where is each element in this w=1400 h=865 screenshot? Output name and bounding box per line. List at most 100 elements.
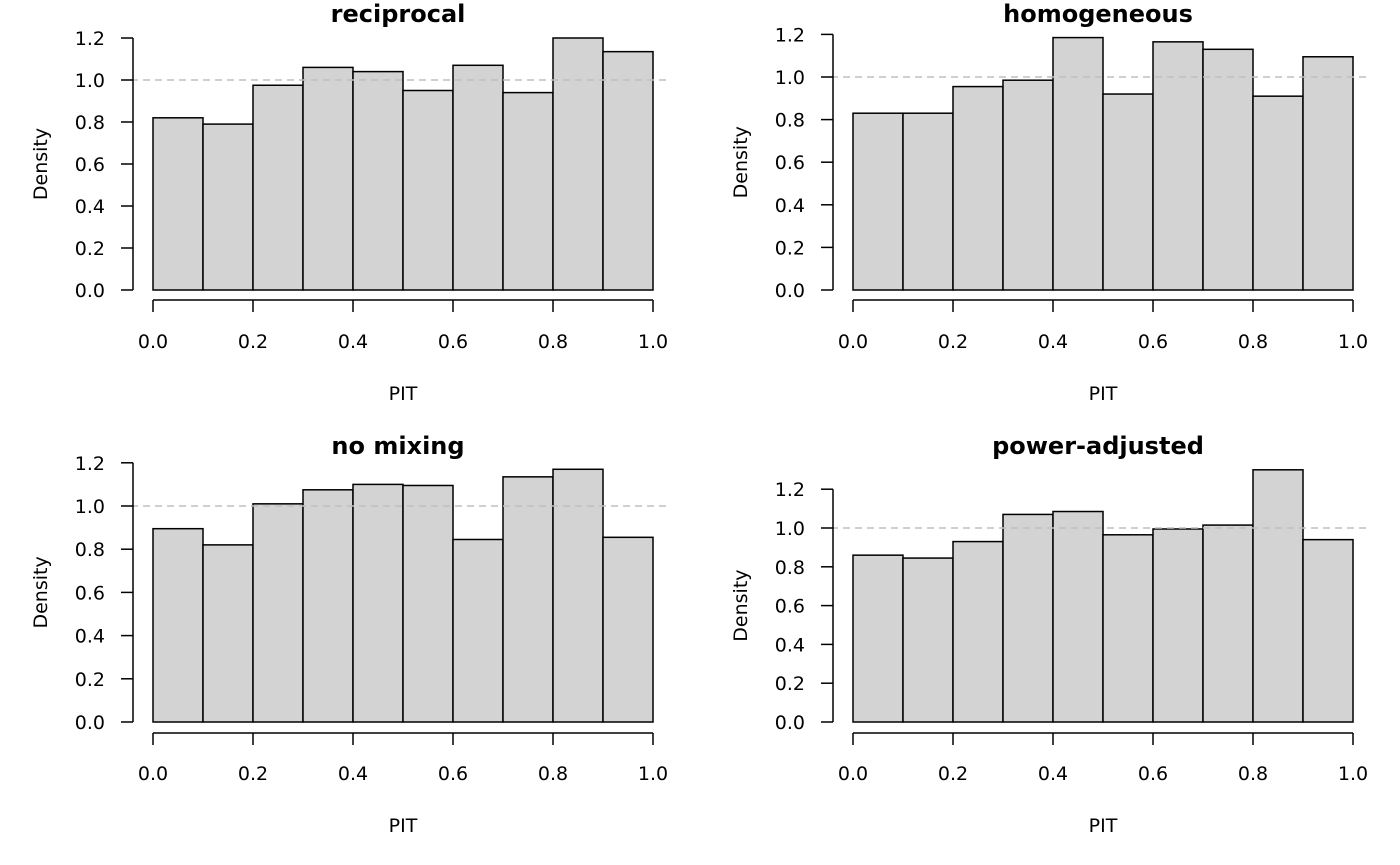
histogram-bar [1252,95,1304,291]
panel-no-mixing: 0.0 0.2 0.4 0.6 0.8 1.0 1.2 0.0 0.2 0.4 0.6 0.8 1.0 n… [30,432,671,837]
y-tick-label: 0.6 [75,154,105,176]
x-tick-label: 0.2 [938,331,968,353]
x-tick-label: 0.8 [538,331,568,353]
y-tick-label: 1.0 [775,518,805,540]
x-tick-label: 0.2 [238,763,268,785]
histogram-bar [1102,534,1154,723]
y-tick-label: 1.2 [775,479,805,501]
x-tick-label: 0.6 [438,763,468,785]
histogram-bar [602,536,654,723]
histogram-bar [202,123,254,291]
x-axis-label: PIT [389,815,418,837]
y-tick-label: 1.0 [775,67,805,89]
x-tick-label: 0.8 [1238,763,1268,785]
histogram-bar [302,66,354,291]
histogram-bar [1302,538,1354,723]
x-tick-label: 0.8 [1238,331,1268,353]
histogram-bar [952,85,1004,291]
y-axis-label: Density [30,556,52,628]
panel-reciprocal: 0.0 0.2 0.4 0.6 0.8 1.0 1.2 0.0 0.2 0.4 0.6 0.8 1.0 r… [30,0,671,405]
histogram-bar [502,476,554,723]
histogram-bar [852,112,904,291]
x-tick-label: 0.0 [838,331,868,353]
histogram-bar [952,540,1004,723]
histogram-bar [1302,56,1354,291]
y-tick-label: 0.2 [775,237,805,259]
y-tick-label: 0.0 [775,280,805,302]
x-tick-label: 0.2 [238,331,268,353]
x-tick-label: 0.4 [338,331,368,353]
y-tick-label: 0.4 [775,634,805,656]
x-tick-label: 1.0 [638,763,668,785]
y-tick-label: 0.8 [75,112,105,134]
y-tick-label: 0.8 [75,539,105,561]
x-tick-label: 0.4 [338,763,368,785]
histogram-bar [552,468,604,723]
x-tick-label: 0.4 [1038,763,1068,785]
y-tick-label: 0.6 [775,596,805,618]
y-tick-label: 0.0 [75,712,105,734]
histogram-bar [1152,41,1204,291]
y-tick-label: 1.0 [75,496,105,518]
y-axis-label: Density [30,128,52,200]
histogram-bar [252,503,304,723]
x-tick-label: 0.6 [1138,763,1168,785]
histogram-bar [402,484,454,723]
histogram-bar [152,527,204,723]
y-axis-label: Density [730,126,752,198]
y-tick-label: 0.0 [75,280,105,302]
x-tick-label: 0.0 [838,763,868,785]
histogram-bar [352,483,404,723]
panel-power-adjusted: 0.0 0.2 0.4 0.6 0.8 1.0 1.2 0.0 0.2 0.4 0.6 0.8 1.0 p… [730,432,1371,837]
y-tick-label: 0.8 [775,110,805,132]
y-tick-label: 1.2 [75,453,105,475]
x-tick-label: 0.6 [1138,331,1168,353]
panel-title: power-adjusted [992,432,1204,460]
y-tick-label: 1.2 [75,28,105,50]
histogram-bar [1252,469,1304,723]
y-tick-label: 0.6 [75,582,105,604]
panel-title: homogeneous [1003,0,1193,28]
x-axis-label: PIT [1089,383,1118,405]
y-tick-label: 0.4 [775,195,805,217]
histogram-bar [152,117,204,291]
x-axis-label: PIT [389,383,418,405]
x-tick-label: 0.4 [1038,331,1068,353]
histogram-bar [402,89,454,291]
histogram-bar [1002,79,1054,291]
x-tick-label: 0.8 [538,763,568,785]
x-tick-label: 0.6 [438,331,468,353]
histogram-bar [352,70,404,291]
y-tick-label: 0.2 [75,669,105,691]
y-tick-label: 0.4 [75,626,105,648]
y-tick-label: 0.0 [775,712,805,734]
y-tick-label: 0.6 [775,152,805,174]
histogram-bar [1052,36,1104,291]
histogram-bar [502,91,554,291]
x-tick-label: 0.0 [138,763,168,785]
histogram-bar [1202,524,1254,723]
y-tick-label: 1.2 [775,24,805,46]
x-tick-label: 1.0 [1338,763,1368,785]
histogram-bar [452,538,504,723]
y-axis-label: Density [730,569,752,641]
x-tick-label: 0.2 [938,763,968,785]
x-tick-label: 1.0 [638,331,668,353]
panel-title: no mixing [331,432,464,460]
histogram-bar [202,544,254,723]
histogram-bar [552,37,604,291]
y-tick-label: 0.4 [75,196,105,218]
histogram-bar [252,84,304,291]
y-tick-label: 1.0 [75,70,105,92]
histogram-bar [452,64,504,291]
histogram-bar [902,112,954,291]
panel-homogeneous: 0.0 0.2 0.4 0.6 0.8 1.0 1.2 0.0 0.2 0.4 0.6 0.8 1.0 h… [730,0,1371,405]
y-tick-label: 0.2 [75,238,105,260]
panel-title: reciprocal [331,0,466,28]
x-tick-label: 1.0 [1338,331,1368,353]
histogram-bar [902,557,954,723]
histogram-bar [1002,513,1054,723]
x-axis-label: PIT [1089,815,1118,837]
histogram-bar [1102,93,1154,291]
